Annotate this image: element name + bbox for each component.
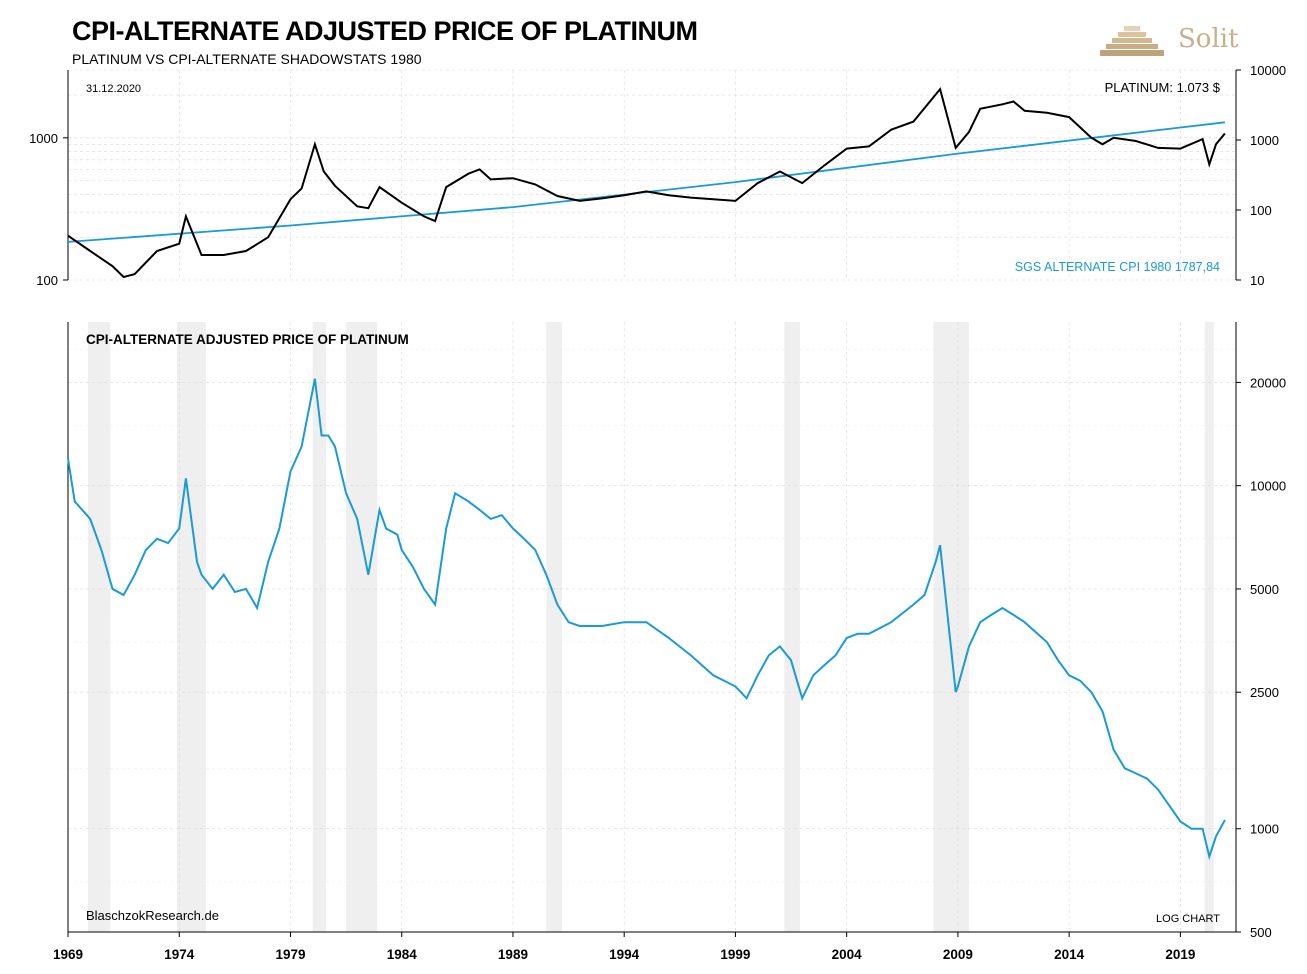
y-tick-label: 1000 (29, 131, 58, 146)
x-ticks: 1969 1974 1979 1984 1989 1994 1999 2004 2009 2014… (53, 932, 1195, 962)
y-tick-label: 5000 (1250, 582, 1279, 597)
x-tick-label: 1999 (720, 947, 750, 962)
log-chart-label: LOG CHART (1156, 913, 1220, 925)
platinum-series-line (67, 86, 1226, 279)
adjusted-price-series-line (67, 378, 1226, 861)
recession-band (88, 322, 111, 932)
y-tick-label: 100 (1250, 203, 1272, 218)
x-tick-label: 2009 (943, 947, 973, 962)
y-tick-label: 1000 (1250, 133, 1279, 148)
top-grid (67, 69, 1236, 281)
top-right-ticks: 10000 1000 100 10 (1236, 63, 1286, 288)
recession-band (177, 322, 206, 932)
x-tick-label: 2014 (1054, 947, 1085, 962)
recession-band (1204, 322, 1214, 932)
recession-bands (88, 322, 1214, 932)
x-tick-label: 1989 (498, 947, 528, 962)
bottom-y-ticks: 20000 10000 5000 2500 1000 500 (1236, 375, 1286, 940)
recession-band (346, 322, 378, 932)
y-tick-label: 10 (1250, 273, 1264, 288)
x-tick-label: 1974 (164, 947, 195, 962)
recession-band (312, 322, 327, 932)
y-tick-label: 20000 (1250, 375, 1286, 390)
top-left-ticks: 1000 100 (29, 131, 68, 288)
solit-logo: Solit (1098, 22, 1248, 62)
logo-text: Solit (1178, 24, 1239, 54)
y-tick-label: 2500 (1250, 685, 1279, 700)
chart-title: CPI-ALTERNATE ADJUSTED PRICE OF PLATINUM (72, 16, 698, 46)
y-tick-label: 10000 (1250, 479, 1286, 494)
x-tick-label: 1984 (387, 947, 418, 962)
x-tick-label: 1979 (275, 947, 305, 962)
pyramid-logo-icon (1100, 26, 1164, 56)
chart-subtitle: PLATINUM VS CPI-ALTERNATE SHADOWSTATS 19… (72, 51, 422, 67)
recession-band (784, 322, 800, 932)
y-tick-label: 100 (36, 273, 58, 288)
x-tick-label: 2004 (832, 947, 863, 962)
bottom-chart-title: CPI-ALTERNATE ADJUSTED PRICE OF PLATINUM (86, 332, 409, 347)
recession-band (546, 322, 562, 932)
date-label: 31.12.2020 (86, 83, 141, 95)
x-tick-label: 1994 (609, 947, 640, 962)
recession-band (933, 322, 970, 932)
cpi-label: SGS ALTERNATE CPI 1980 1787,84 (1015, 260, 1220, 274)
source-label: BlaschzokResearch.de (86, 908, 219, 923)
cpi-series-line (67, 121, 1226, 243)
y-tick-label: 10000 (1250, 63, 1286, 78)
x-tick-label: 1969 (53, 947, 83, 962)
y-tick-label: 500 (1250, 925, 1272, 940)
y-tick-label: 1000 (1250, 822, 1279, 837)
top-panel: 1000 100 10000 1000 100 10 31.12.2020 PLATIN… (29, 63, 1286, 288)
x-tick-label: 2019 (1165, 947, 1195, 962)
platinum-price-label: PLATINUM: 1.073 $ (1105, 80, 1221, 95)
